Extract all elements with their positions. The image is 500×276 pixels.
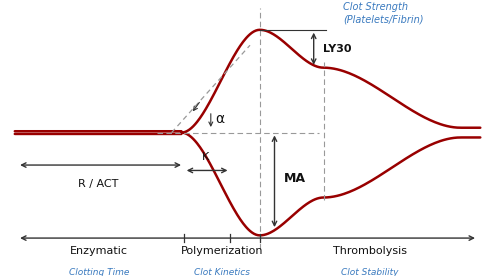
Text: R / ACT: R / ACT <box>78 179 118 189</box>
Text: Clot Strength
(Platelets/Fibrin): Clot Strength (Platelets/Fibrin) <box>343 2 423 24</box>
Text: LY30: LY30 <box>324 44 352 54</box>
Text: Thrombolysis: Thrombolysis <box>333 246 407 256</box>
Text: MA: MA <box>284 172 306 185</box>
Text: Polymerization: Polymerization <box>180 246 263 256</box>
Text: Clot Stability
Clot Breakdown: Clot Stability Clot Breakdown <box>334 268 406 276</box>
Text: Clotting Time
(Coagulation Factors): Clotting Time (Coagulation Factors) <box>51 268 148 276</box>
Text: α: α <box>216 112 225 126</box>
Text: K: K <box>202 152 209 162</box>
Text: Enzymatic: Enzymatic <box>70 246 128 256</box>
Text: Clot Kinetics: Clot Kinetics <box>194 268 250 276</box>
